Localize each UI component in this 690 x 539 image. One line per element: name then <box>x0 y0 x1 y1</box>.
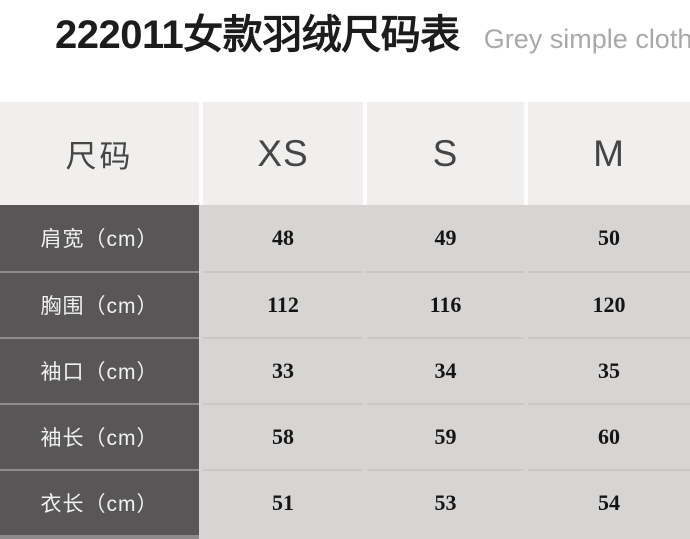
row-label: 衣长（cm） <box>0 469 199 535</box>
row-value-m: 120 <box>528 271 690 337</box>
page-subtitle: Grey simple cloth <box>483 24 690 54</box>
header-cell-xs: XS <box>203 102 363 205</box>
row-value-xs: 48 <box>272 225 294 250</box>
row-value-xs: 58 <box>203 403 363 469</box>
row-label: 袖长（cm） <box>0 403 199 469</box>
table-bottom-divider <box>0 535 690 539</box>
table-row: 衣长（cm） 51 53 54 <box>0 469 690 535</box>
row-value-s: 53 <box>367 469 524 535</box>
table-body: 肩宽（cm） 48 49 50 胸围（cm） 112 116 120 袖口（cm… <box>0 205 690 535</box>
bottom-divider-label-part <box>0 535 199 539</box>
row-value-s: 49 <box>434 225 457 250</box>
row-value-m: 50 <box>598 225 620 250</box>
row-value-xs: 112 <box>203 271 363 337</box>
table-row: 袖长（cm） 58 59 60 <box>0 403 690 469</box>
size-chart-table: 尺码 XS S M 肩宽（cm） 48 49 50 胸围（cm） 112 116… <box>0 102 690 539</box>
row-label: 胸围（cm） <box>0 271 199 337</box>
row-value-xs: 33 <box>203 337 363 403</box>
row-value-m: 54 <box>528 469 690 535</box>
header-cell-s: S <box>367 102 524 205</box>
header-cell-size-label: 尺码 <box>0 102 199 205</box>
table-row: 胸围（cm） 112 116 120 <box>0 271 690 337</box>
row-value-xs: 51 <box>203 469 363 535</box>
row-value-s: 34 <box>367 337 524 403</box>
header-cell-m: M <box>528 102 690 205</box>
table-row: 肩宽（cm） 48 49 50 <box>0 205 690 271</box>
table-header-row: 尺码 XS S M <box>0 102 690 205</box>
row-value-m: 60 <box>528 403 690 469</box>
row-label: 袖口（cm） <box>0 337 199 403</box>
page-title: 222011女款羽绒尺码表 <box>55 13 460 57</box>
table-row: 袖口（cm） 33 34 35 <box>0 337 690 403</box>
row-value-s: 59 <box>367 403 524 469</box>
title-block: 222011女款羽绒尺码表 Grey simple cloth <box>55 12 690 62</box>
row-label: 肩宽（cm） <box>0 205 199 271</box>
row-value-s: 116 <box>367 271 524 337</box>
bottom-divider-value-part <box>199 535 690 539</box>
row-value-m: 35 <box>528 337 690 403</box>
